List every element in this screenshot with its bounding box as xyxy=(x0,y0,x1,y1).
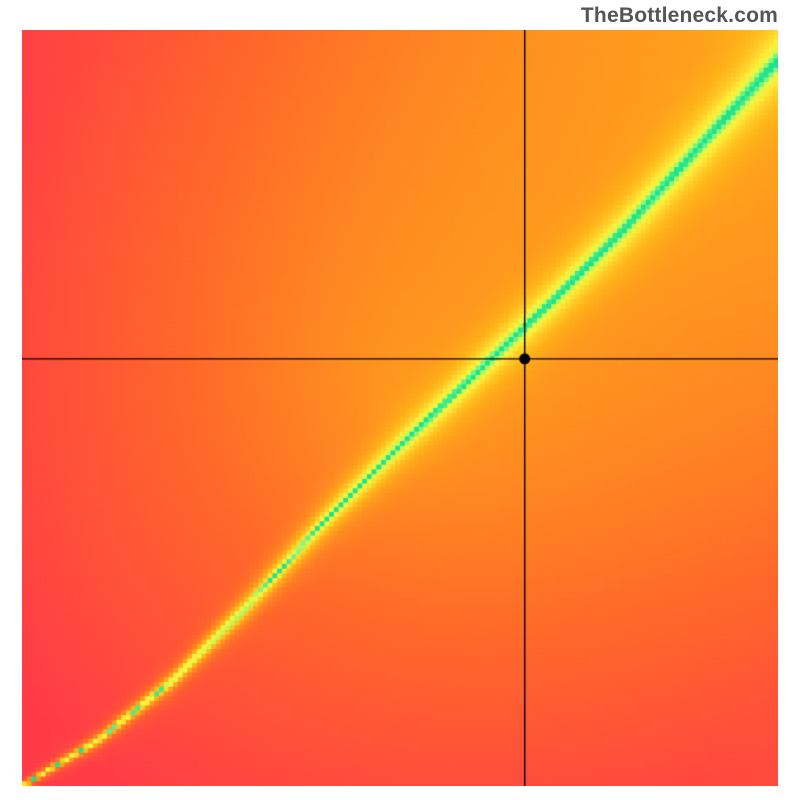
watermark-text: TheBottleneck.com xyxy=(581,4,778,28)
heatmap-canvas xyxy=(22,30,778,786)
heatmap-container xyxy=(22,30,778,786)
